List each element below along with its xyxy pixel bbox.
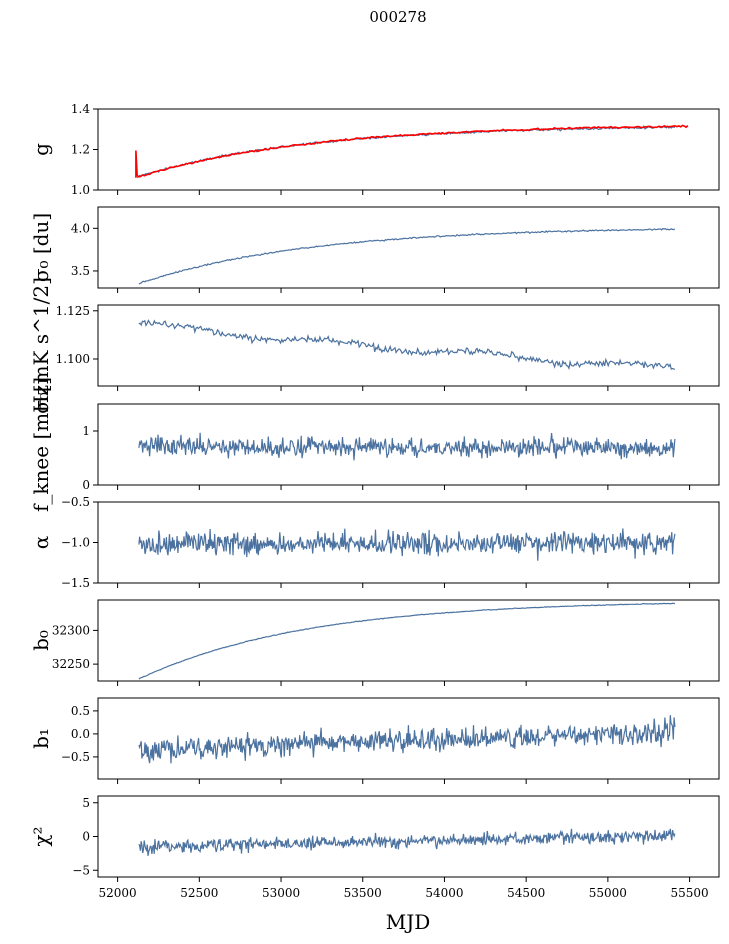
y-axis-label: σ₀[mK s^1/2] <box>29 277 53 414</box>
panel-4: 0 1 f_knee [mHz] <box>29 377 720 512</box>
axes-frame <box>97 206 720 289</box>
y-tick-label: 32300 <box>52 623 90 637</box>
y-axis-label: χ² <box>29 826 53 846</box>
y-tick-label: 1.2 <box>71 143 90 157</box>
series-line <box>138 828 676 856</box>
y-tick-label: −0.5 <box>61 750 90 764</box>
y-tick-label: −5 <box>72 863 90 877</box>
x-tick-label: 53000 <box>262 886 300 900</box>
x-tick-label: 52500 <box>180 886 218 900</box>
y-tick-label: 5 <box>82 796 90 810</box>
panel-7: −0.5 0.0 0.5 b₁ <box>29 697 720 784</box>
x-axis-label: MJD <box>386 910 431 934</box>
panel-1: 1.0 1.2 1.4 g <box>29 102 720 197</box>
axes-frame <box>97 697 720 780</box>
y-tick-label: −0.5 <box>61 495 90 509</box>
y-tick-label: −1.5 <box>61 576 90 590</box>
x-tick-label: 53500 <box>344 886 382 900</box>
series-line <box>136 125 676 179</box>
panel-2: 3.5 4.0 σ₀ [du] <box>29 206 720 293</box>
y-axis-label: f_knee [mHz] <box>29 377 53 512</box>
y-axis-label: g <box>29 143 53 156</box>
series-line <box>138 319 676 371</box>
panel-5: −1.5 −1.0 −0.5 α <box>29 495 720 590</box>
fit-line <box>135 124 689 178</box>
y-tick-label: 1.0 <box>71 183 90 197</box>
x-tick-label: 54000 <box>425 886 463 900</box>
y-tick-label: 32250 <box>52 657 90 671</box>
y-tick-label: 1.125 <box>56 304 90 318</box>
y-axis-label: σ₀ [du] <box>29 213 53 282</box>
series-line <box>138 602 676 680</box>
axes-frame <box>97 304 720 387</box>
axes-frame <box>97 795 720 878</box>
y-tick-label: 0.0 <box>71 727 90 741</box>
y-tick-label: −1.0 <box>61 536 90 550</box>
y-tick-label: 1 <box>82 424 90 438</box>
y-axis-label: α <box>29 536 53 550</box>
series-line <box>138 227 676 285</box>
y-tick-label: 0 <box>82 478 90 492</box>
x-tick-label: 54500 <box>507 886 545 900</box>
y-tick-label: 0 <box>82 830 90 844</box>
y-axis-label: b₀ <box>29 630 53 651</box>
y-tick-label: 1.100 <box>56 352 90 366</box>
x-tick-label: 55000 <box>589 886 627 900</box>
y-tick-label: 0.5 <box>71 704 90 718</box>
series-line <box>138 432 676 461</box>
series-line <box>138 715 676 764</box>
x-tick-label: 52000 <box>99 886 137 900</box>
y-axis-label: b₁ <box>29 728 53 749</box>
y-tick-label: 1.4 <box>71 102 90 116</box>
y-tick-label: 4.0 <box>71 221 90 235</box>
axes-frame <box>97 599 720 682</box>
x-tick-label: 55500 <box>670 886 708 900</box>
series-line <box>138 528 676 561</box>
axes-frame <box>97 403 720 486</box>
y-tick-label: 3.5 <box>71 264 90 278</box>
figure-title: 000278 <box>369 8 426 26</box>
panel-8: −5 0 5 52000 52500 53000 53500 54000 54500 55000 5… <box>29 795 720 900</box>
axes-frame <box>97 108 720 191</box>
